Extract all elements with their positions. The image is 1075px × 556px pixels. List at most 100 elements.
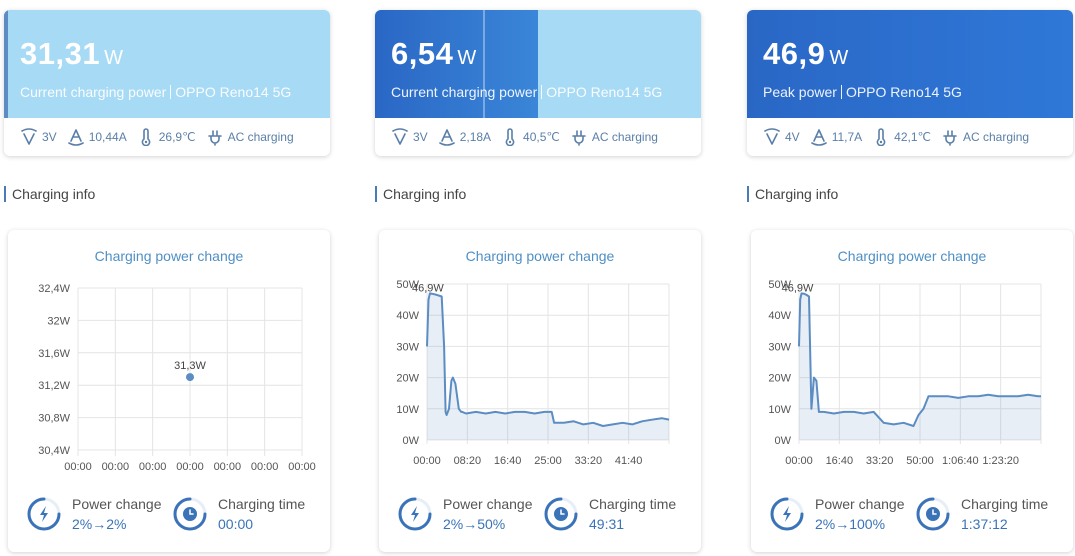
x-tick-label: 00:00 bbox=[64, 461, 92, 470]
y-tick-label: 30,8W bbox=[38, 413, 70, 425]
clock-icon bbox=[173, 497, 207, 531]
metrics-row: 3V 2,18A 40,5℃ AC charging bbox=[375, 118, 701, 156]
y-tick-label: 30W bbox=[768, 341, 791, 353]
charge-type-metric: AC charging bbox=[206, 128, 294, 146]
power-change-value: 2%→100% bbox=[815, 516, 886, 532]
temperature-metric: 40,5℃ bbox=[501, 128, 560, 146]
y-tick-label: 32,4W bbox=[38, 283, 70, 295]
bolt-icon bbox=[770, 497, 804, 531]
power-change-value: 2%→2% bbox=[72, 516, 127, 532]
section-title: Charging info bbox=[375, 186, 466, 202]
section-title: Charging info bbox=[747, 186, 838, 202]
power-subtitle: Current charging power OPPO Reno14 5G bbox=[20, 84, 291, 100]
current-icon bbox=[67, 129, 84, 146]
power-subtitle: Peak power OPPO Reno14 5G bbox=[763, 84, 962, 100]
power-summary-card: 31,31 W Current charging power OPPO Reno14 … bbox=[4, 10, 330, 156]
charging-panel: 31,31 W Current charging power OPPO Reno14 … bbox=[4, 0, 330, 556]
clock-icon bbox=[916, 497, 950, 531]
device-name: OPPO Reno14 5G bbox=[546, 84, 663, 100]
separator bbox=[840, 85, 842, 99]
plug-icon bbox=[572, 130, 586, 146]
power-summary-card: 46,9 W Peak power OPPO Reno14 5G 4V 11,7A 42,1… bbox=[747, 10, 1073, 156]
power-hero: 31,31 W Current charging power OPPO Reno14 … bbox=[4, 10, 330, 118]
chart-title: Charging power change bbox=[94, 248, 244, 264]
y-tick-label: 30,4W bbox=[38, 445, 70, 457]
power-readout: 46,9 W bbox=[763, 36, 848, 72]
temperature-metric: 26,9℃ bbox=[137, 128, 196, 146]
voltage-icon bbox=[21, 128, 37, 145]
separator bbox=[170, 85, 172, 99]
power-value: 46,9 bbox=[763, 36, 826, 71]
x-tick-label: 1:06:40 bbox=[942, 455, 979, 467]
section-title: Charging info bbox=[4, 186, 95, 202]
hero-progress-edge bbox=[483, 10, 485, 118]
chart-footer: Power change 2%→100% Charging time 1:37:12 bbox=[751, 488, 1073, 544]
series-line bbox=[426, 292, 670, 427]
peak-label: 46,9W bbox=[782, 283, 814, 295]
temperature-value: 26,9℃ bbox=[158, 130, 196, 144]
y-tick-label: 30W bbox=[396, 341, 419, 353]
x-tick-label: 00:00 bbox=[139, 461, 167, 470]
plug-icon bbox=[207, 130, 222, 146]
thermometer-icon bbox=[141, 128, 151, 146]
x-tick-label: 00:00 bbox=[413, 455, 441, 467]
y-tick-label: 31,6W bbox=[38, 348, 70, 360]
x-tick-label: 08:20 bbox=[454, 455, 482, 467]
charge-type-value: AC charging bbox=[227, 130, 294, 144]
charging-panel: 6,54 W Current charging power OPPO Reno14 5… bbox=[375, 0, 701, 556]
power-value: 6,54 bbox=[391, 36, 454, 71]
charging-panel: 46,9 W Peak power OPPO Reno14 5G 4V 11,7A 42,1… bbox=[747, 0, 1073, 556]
x-tick-label: 50:00 bbox=[906, 455, 934, 467]
voltage-icon bbox=[392, 128, 408, 145]
chart-card: Charging power change 50W 40W 30W 20W 10W 0W 00… bbox=[751, 230, 1073, 552]
voltage-value: 3V bbox=[42, 130, 57, 144]
power-chart: 50W 40W 30W 20W 10W 0W 00:00 08:20 16:40 25:00 33:… bbox=[396, 279, 670, 467]
charging-time-value: 00:00 bbox=[218, 516, 254, 532]
series-area bbox=[427, 293, 669, 440]
charging-time-label: Charging time bbox=[961, 496, 1049, 512]
x-tick-label: 00:00 bbox=[251, 461, 279, 470]
power-hero: 6,54 W Current charging power OPPO Reno14 5… bbox=[375, 10, 701, 118]
x-tick-label: 33:20 bbox=[575, 455, 603, 467]
power-readout: 31,31 W bbox=[20, 36, 123, 72]
y-tick-label: 50W bbox=[768, 279, 791, 291]
power-label: Current charging power bbox=[391, 84, 538, 100]
power-change-label: Power change bbox=[72, 496, 162, 512]
current-value: 11,7A bbox=[831, 130, 863, 144]
x-tick-label: 00:00 bbox=[102, 461, 130, 470]
charging-time-label: Charging time bbox=[589, 496, 677, 512]
charge-type-metric: AC charging bbox=[941, 128, 1029, 146]
power-readout: 6,54 W bbox=[391, 36, 476, 72]
bolt-icon bbox=[398, 497, 432, 531]
separator bbox=[541, 85, 543, 99]
y-tick-label: 10W bbox=[768, 404, 791, 416]
y-tick-label: 0W bbox=[775, 435, 792, 447]
voltage-icon bbox=[764, 128, 780, 145]
metrics-row: 4V 11,7A 42,1℃ AC charging bbox=[747, 118, 1073, 156]
y-tick-label: 20W bbox=[396, 373, 419, 385]
data-point bbox=[186, 373, 194, 382]
chart-card: Charging power change 32,4W 32W 31,6W 31,2W 3… bbox=[8, 230, 330, 552]
hero-progress-fill bbox=[4, 10, 8, 118]
temperature-metric: 42,1℃ bbox=[872, 128, 931, 146]
x-tick-label: 1:23:20 bbox=[982, 455, 1019, 467]
power-unit: W bbox=[829, 47, 849, 69]
power-label: Peak power bbox=[763, 84, 837, 100]
power-label: Current charging power bbox=[20, 84, 167, 100]
device-name: OPPO Reno14 5G bbox=[175, 84, 292, 100]
plug-icon bbox=[943, 130, 957, 146]
temperature-value: 42,1℃ bbox=[894, 130, 931, 144]
thermometer-icon bbox=[505, 128, 515, 146]
y-tick-label: 40W bbox=[396, 310, 419, 322]
chart-card: Charging power change 50W 40W 30W 20W 10W 0W 00… bbox=[379, 230, 701, 552]
power-chart: 50W 40W 30W 20W 10W 0W 00:00 16:40 33:20 50:00 1:0… bbox=[768, 279, 1042, 467]
charging-time-label: Charging time bbox=[218, 496, 306, 512]
x-tick-label: 00:00 bbox=[176, 461, 204, 470]
y-tick-label: 20W bbox=[768, 373, 791, 385]
chart-title: Charging power change bbox=[837, 248, 987, 264]
power-hero: 46,9 W Peak power OPPO Reno14 5G bbox=[747, 10, 1073, 118]
voltage-metric: 3V bbox=[20, 128, 57, 146]
series-line bbox=[798, 292, 1041, 427]
x-tick-label: 00:00 bbox=[288, 461, 316, 470]
x-tick-label: 16:40 bbox=[826, 455, 854, 467]
